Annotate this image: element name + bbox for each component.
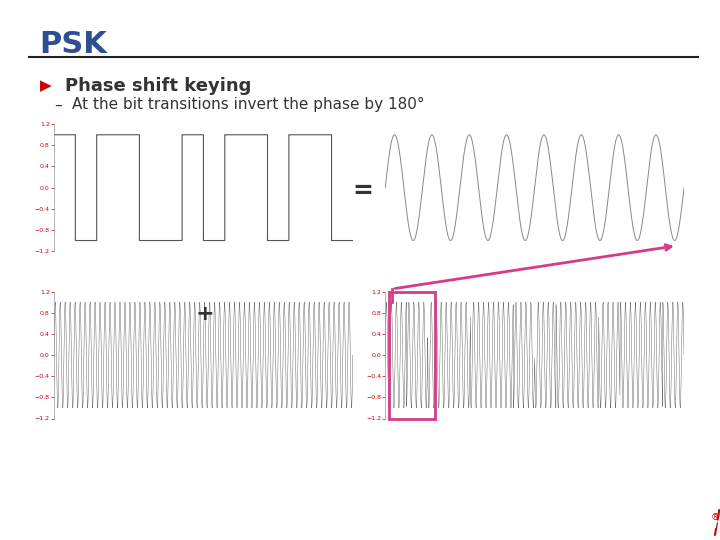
Text: Tektronix: Tektronix: [680, 517, 720, 531]
Text: Phase shift keying: Phase shift keying: [65, 77, 251, 94]
Text: –: –: [54, 98, 62, 113]
Text: ▶: ▶: [40, 78, 51, 93]
Text: =: =: [353, 179, 373, 202]
Text: ®: ®: [711, 512, 720, 522]
Text: PSK: PSK: [40, 30, 107, 59]
Text: +: +: [196, 304, 215, 325]
Text: At the bit transitions invert the phase by 180°: At the bit transitions invert the phase …: [72, 97, 425, 112]
